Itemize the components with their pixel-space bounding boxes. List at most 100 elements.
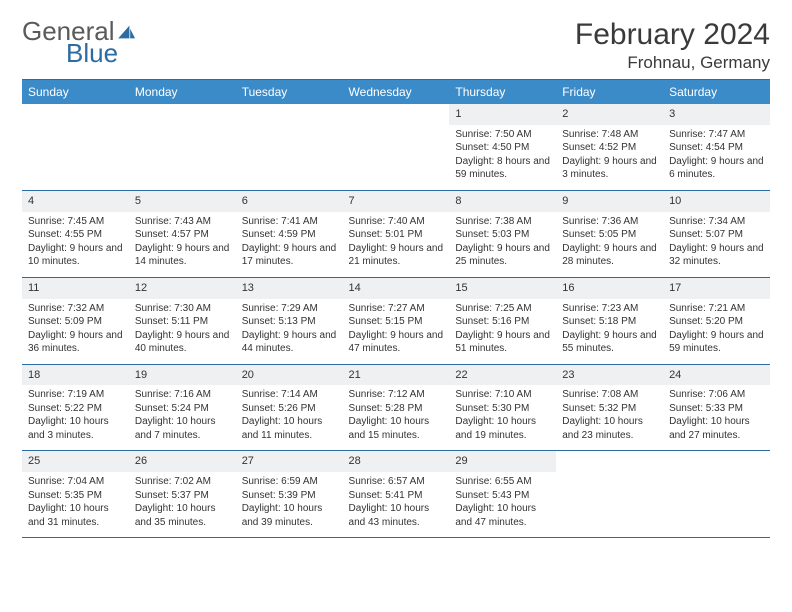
calendar-day-cell: 28Sunrise: 6:57 AMSunset: 5:41 PMDayligh… [343, 451, 450, 538]
calendar-day-cell: 9Sunrise: 7:36 AMSunset: 5:05 PMDaylight… [556, 190, 663, 277]
day-number: 16 [556, 278, 663, 299]
brand-sail-icon [117, 24, 137, 40]
day-number: 6 [236, 191, 343, 212]
calendar-day-cell: 1Sunrise: 7:50 AMSunset: 4:50 PMDaylight… [449, 104, 556, 190]
calendar-day-cell: 6Sunrise: 7:41 AMSunset: 4:59 PMDaylight… [236, 190, 343, 277]
day-number: 25 [22, 451, 129, 472]
brand-logo: GeneralBlue [22, 18, 137, 66]
title-block: February 2024 Frohnau, Germany [575, 18, 770, 73]
day-details: Sunrise: 6:55 AMSunset: 5:43 PMDaylight:… [449, 472, 556, 537]
day-number: 23 [556, 365, 663, 386]
day-number: 9 [556, 191, 663, 212]
day-number: 17 [663, 278, 770, 299]
day-details: Sunrise: 6:59 AMSunset: 5:39 PMDaylight:… [236, 472, 343, 537]
day-number: 4 [22, 191, 129, 212]
calendar-day-cell: 19Sunrise: 7:16 AMSunset: 5:24 PMDayligh… [129, 364, 236, 451]
day-number: 19 [129, 365, 236, 386]
calendar-day-cell: 29Sunrise: 6:55 AMSunset: 5:43 PMDayligh… [449, 451, 556, 538]
calendar-day-cell: 23Sunrise: 7:08 AMSunset: 5:32 PMDayligh… [556, 364, 663, 451]
day-number: 3 [663, 104, 770, 125]
calendar-body: ....1Sunrise: 7:50 AMSunset: 4:50 PMDayl… [22, 104, 770, 538]
day-number: 14 [343, 278, 450, 299]
day-number: 28 [343, 451, 450, 472]
day-details: Sunrise: 7:43 AMSunset: 4:57 PMDaylight:… [129, 212, 236, 277]
calendar-day-cell: 5Sunrise: 7:43 AMSunset: 4:57 PMDaylight… [129, 190, 236, 277]
day-details: Sunrise: 7:16 AMSunset: 5:24 PMDaylight:… [129, 385, 236, 450]
calendar-day-cell: . [22, 104, 129, 190]
calendar-day-cell: 26Sunrise: 7:02 AMSunset: 5:37 PMDayligh… [129, 451, 236, 538]
weekday-header: Tuesday [236, 80, 343, 104]
calendar-week-row: 4Sunrise: 7:45 AMSunset: 4:55 PMDaylight… [22, 190, 770, 277]
day-details: Sunrise: 7:41 AMSunset: 4:59 PMDaylight:… [236, 212, 343, 277]
day-details: Sunrise: 7:04 AMSunset: 5:35 PMDaylight:… [22, 472, 129, 537]
page-title: February 2024 [575, 18, 770, 51]
calendar-day-cell: 22Sunrise: 7:10 AMSunset: 5:30 PMDayligh… [449, 364, 556, 451]
day-number: 10 [663, 191, 770, 212]
day-number: 22 [449, 365, 556, 386]
day-number: 21 [343, 365, 450, 386]
calendar-day-cell: 15Sunrise: 7:25 AMSunset: 5:16 PMDayligh… [449, 277, 556, 364]
calendar-head: SundayMondayTuesdayWednesdayThursdayFrid… [22, 80, 770, 104]
day-details: Sunrise: 7:45 AMSunset: 4:55 PMDaylight:… [22, 212, 129, 277]
calendar-day-cell: 10Sunrise: 7:34 AMSunset: 5:07 PMDayligh… [663, 190, 770, 277]
day-details: Sunrise: 7:50 AMSunset: 4:50 PMDaylight:… [449, 125, 556, 190]
calendar-table: SundayMondayTuesdayWednesdayThursdayFrid… [22, 80, 770, 538]
day-number: 29 [449, 451, 556, 472]
calendar-day-cell: 16Sunrise: 7:23 AMSunset: 5:18 PMDayligh… [556, 277, 663, 364]
day-number: 13 [236, 278, 343, 299]
day-number: 20 [236, 365, 343, 386]
calendar-day-cell: 17Sunrise: 7:21 AMSunset: 5:20 PMDayligh… [663, 277, 770, 364]
brand-part2: Blue [66, 40, 137, 66]
calendar-day-cell: 13Sunrise: 7:29 AMSunset: 5:13 PMDayligh… [236, 277, 343, 364]
day-details: Sunrise: 7:27 AMSunset: 5:15 PMDaylight:… [343, 299, 450, 364]
calendar-day-cell: 14Sunrise: 7:27 AMSunset: 5:15 PMDayligh… [343, 277, 450, 364]
day-details: Sunrise: 7:38 AMSunset: 5:03 PMDaylight:… [449, 212, 556, 277]
calendar-day-cell: . [663, 451, 770, 538]
calendar-day-cell: 8Sunrise: 7:38 AMSunset: 5:03 PMDaylight… [449, 190, 556, 277]
day-details: Sunrise: 7:02 AMSunset: 5:37 PMDaylight:… [129, 472, 236, 537]
day-details: Sunrise: 7:30 AMSunset: 5:11 PMDaylight:… [129, 299, 236, 364]
day-number: 18 [22, 365, 129, 386]
day-number: 8 [449, 191, 556, 212]
day-details: Sunrise: 7:25 AMSunset: 5:16 PMDaylight:… [449, 299, 556, 364]
day-details: Sunrise: 7:47 AMSunset: 4:54 PMDaylight:… [663, 125, 770, 190]
weekday-header: Saturday [663, 80, 770, 104]
calendar-day-cell: 27Sunrise: 6:59 AMSunset: 5:39 PMDayligh… [236, 451, 343, 538]
day-number: 7 [343, 191, 450, 212]
header-row: GeneralBlue February 2024 Frohnau, Germa… [22, 18, 770, 73]
weekday-header: Monday [129, 80, 236, 104]
calendar-day-cell: 25Sunrise: 7:04 AMSunset: 5:35 PMDayligh… [22, 451, 129, 538]
weekday-header: Thursday [449, 80, 556, 104]
day-details: Sunrise: 7:19 AMSunset: 5:22 PMDaylight:… [22, 385, 129, 450]
day-details: Sunrise: 7:06 AMSunset: 5:33 PMDaylight:… [663, 385, 770, 450]
day-number: 12 [129, 278, 236, 299]
day-details: Sunrise: 6:57 AMSunset: 5:41 PMDaylight:… [343, 472, 450, 537]
calendar-day-cell: 7Sunrise: 7:40 AMSunset: 5:01 PMDaylight… [343, 190, 450, 277]
calendar-week-row: 18Sunrise: 7:19 AMSunset: 5:22 PMDayligh… [22, 364, 770, 451]
weekday-header: Friday [556, 80, 663, 104]
calendar-day-cell: 21Sunrise: 7:12 AMSunset: 5:28 PMDayligh… [343, 364, 450, 451]
day-details: Sunrise: 7:48 AMSunset: 4:52 PMDaylight:… [556, 125, 663, 190]
day-details: Sunrise: 7:12 AMSunset: 5:28 PMDaylight:… [343, 385, 450, 450]
weekday-header: Sunday [22, 80, 129, 104]
calendar-day-cell: 20Sunrise: 7:14 AMSunset: 5:26 PMDayligh… [236, 364, 343, 451]
day-number: 1 [449, 104, 556, 125]
weekday-header: Wednesday [343, 80, 450, 104]
day-number: 15 [449, 278, 556, 299]
day-details: Sunrise: 7:34 AMSunset: 5:07 PMDaylight:… [663, 212, 770, 277]
day-details: Sunrise: 7:21 AMSunset: 5:20 PMDaylight:… [663, 299, 770, 364]
location-label: Frohnau, Germany [575, 53, 770, 73]
calendar-week-row: 11Sunrise: 7:32 AMSunset: 5:09 PMDayligh… [22, 277, 770, 364]
calendar-day-cell: 24Sunrise: 7:06 AMSunset: 5:33 PMDayligh… [663, 364, 770, 451]
day-details: Sunrise: 7:23 AMSunset: 5:18 PMDaylight:… [556, 299, 663, 364]
day-number: 11 [22, 278, 129, 299]
day-number: 24 [663, 365, 770, 386]
day-details: Sunrise: 7:29 AMSunset: 5:13 PMDaylight:… [236, 299, 343, 364]
day-details: Sunrise: 7:36 AMSunset: 5:05 PMDaylight:… [556, 212, 663, 277]
day-number: 2 [556, 104, 663, 125]
day-details: Sunrise: 7:32 AMSunset: 5:09 PMDaylight:… [22, 299, 129, 364]
calendar-week-row: 25Sunrise: 7:04 AMSunset: 5:35 PMDayligh… [22, 451, 770, 538]
day-details: Sunrise: 7:08 AMSunset: 5:32 PMDaylight:… [556, 385, 663, 450]
calendar-day-cell: . [343, 104, 450, 190]
calendar-day-cell: 2Sunrise: 7:48 AMSunset: 4:52 PMDaylight… [556, 104, 663, 190]
